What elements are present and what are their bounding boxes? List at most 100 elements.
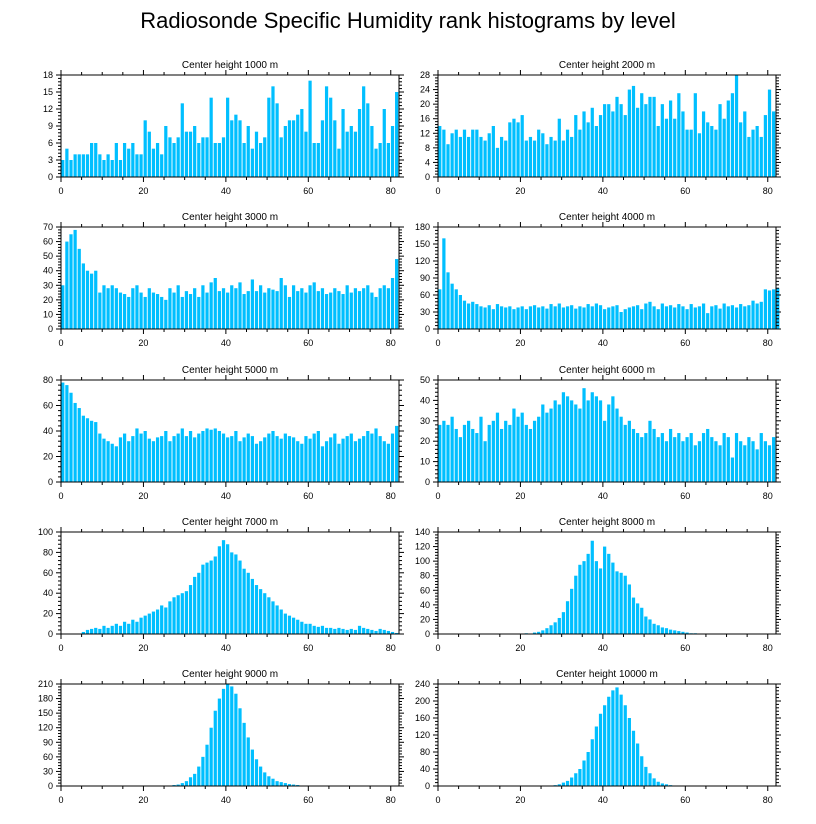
y-tick-label: 70 [43, 222, 53, 232]
bar [226, 292, 230, 329]
y-tick-label: 120 [415, 256, 430, 266]
bar [681, 441, 685, 482]
bar [164, 299, 168, 329]
bar [308, 438, 312, 482]
bar [151, 441, 156, 482]
bar [710, 306, 714, 329]
bar [475, 433, 479, 482]
bar [619, 416, 623, 482]
plot-frame [437, 379, 777, 483]
bar [623, 575, 627, 634]
bar [345, 131, 349, 177]
bar [677, 93, 681, 177]
bar [217, 291, 222, 329]
bar [267, 776, 271, 786]
y-tick-label: 120 [415, 542, 430, 552]
bar [176, 784, 180, 786]
bar [155, 143, 160, 177]
bar [462, 424, 467, 482]
bar [90, 628, 94, 634]
bar [226, 437, 230, 482]
bar [176, 137, 180, 177]
panel-title: Center height 4000 m [559, 212, 655, 223]
x-tick-label: 40 [221, 643, 231, 653]
bar [677, 433, 681, 482]
plot-frame [437, 74, 777, 178]
bar [586, 122, 590, 177]
bar [578, 129, 582, 177]
bar [69, 234, 73, 329]
bar [607, 307, 611, 329]
bar [267, 433, 271, 482]
bar [382, 109, 386, 177]
bar [499, 136, 504, 177]
bar [652, 428, 656, 482]
y-tick-label: 240 [415, 679, 430, 689]
bar [636, 305, 640, 329]
bar [751, 129, 755, 177]
bar [151, 292, 156, 329]
bar [329, 627, 333, 634]
bar [640, 437, 644, 482]
bar [652, 96, 656, 177]
bar [205, 137, 209, 177]
bar [619, 694, 623, 786]
bar [378, 288, 382, 329]
bar [184, 591, 189, 634]
y-tick-label: 50 [43, 251, 53, 261]
bar [217, 698, 222, 786]
bar [438, 289, 442, 329]
bar [259, 285, 263, 329]
bar [664, 441, 669, 482]
bar [668, 305, 673, 329]
bar [475, 129, 479, 177]
bar [557, 617, 561, 634]
bar [324, 294, 329, 329]
bar [508, 122, 512, 177]
bar [730, 457, 735, 482]
bar [333, 288, 337, 329]
bar [747, 136, 751, 177]
bar [685, 309, 689, 329]
bar [743, 306, 747, 329]
bar [623, 115, 627, 177]
bar [673, 118, 677, 177]
bar [706, 122, 710, 177]
bar [611, 111, 615, 177]
panel-title: Center height 10000 m [556, 669, 658, 680]
x-tick-label: 0 [435, 643, 440, 653]
bar [366, 628, 370, 634]
bar [603, 546, 607, 634]
bar [627, 420, 631, 482]
bar [242, 294, 246, 329]
bar [382, 285, 386, 329]
chart-panel-9: Center height 9000 m 0 20 40 60 80 0 30 60 90 120 1… [38, 669, 404, 805]
bar [611, 562, 615, 634]
x-tick-label: 80 [763, 795, 773, 805]
bar [242, 437, 246, 482]
bar [213, 556, 217, 634]
bar [644, 766, 648, 786]
bar [341, 294, 345, 329]
bar [275, 103, 279, 177]
bar [495, 304, 500, 329]
bar [324, 86, 329, 177]
y-tick-label: 120 [38, 723, 53, 733]
y-tick-label: 50 [420, 375, 430, 385]
bar [85, 418, 90, 482]
bar [450, 133, 454, 177]
bar [106, 441, 110, 482]
bar [176, 595, 180, 634]
y-tick-label: 30 [420, 307, 430, 317]
bar [574, 575, 578, 634]
bar [205, 562, 209, 634]
bar [127, 148, 131, 177]
bar [673, 630, 677, 634]
bar [491, 126, 495, 177]
bar [201, 137, 205, 177]
x-tick-label: 60 [680, 338, 690, 348]
x-tick-label: 80 [386, 643, 396, 653]
bar [644, 616, 648, 634]
bar [512, 118, 516, 177]
x-tick-label: 60 [303, 643, 313, 653]
